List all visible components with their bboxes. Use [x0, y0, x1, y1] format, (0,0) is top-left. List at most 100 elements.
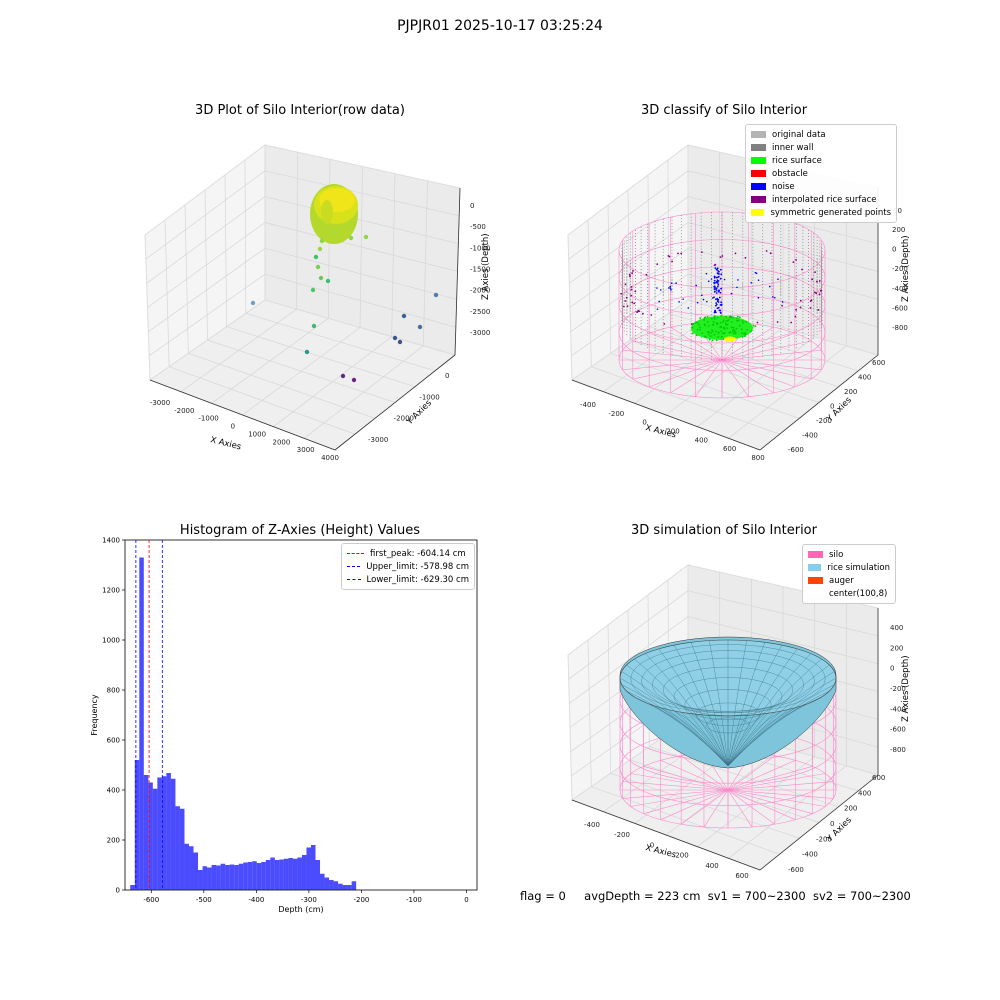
cls-z-tick-0: 200 — [892, 226, 905, 234]
raw-y-tick-3: -3000 — [368, 436, 388, 444]
histogram-bar-0 — [130, 885, 135, 890]
cls-x-tick-5: 600 — [723, 445, 736, 453]
histogram-bar-2 — [139, 557, 144, 890]
histogram-bar-33 — [279, 859, 284, 890]
histogram-bar-20 — [220, 863, 226, 890]
figure-title: PJPJR01 2025-10-17 03:25:24 — [397, 18, 603, 34]
classify-ylabel: Y Axies — [824, 395, 854, 425]
cls-y-tick-5: -400 — [802, 432, 818, 440]
raw-point-13 — [340, 373, 346, 379]
histogram-bar-45 — [333, 881, 339, 890]
simulation-ylabel: Y Axies — [824, 815, 854, 845]
classify-legend-item-6: symmetric generated points — [751, 206, 891, 219]
raw-x-tick-5: 2000 — [273, 438, 291, 446]
histogram-bar-36 — [292, 858, 298, 890]
classify-xlabel: X Axies — [644, 423, 677, 440]
histogram-bar-46 — [338, 883, 343, 890]
histogram-legend-line-2 — [347, 579, 361, 580]
simulation-legend-label-1: rice simulation — [827, 562, 890, 573]
histogram-bar-31 — [270, 857, 275, 890]
sim-y-tick-3: 0 — [830, 820, 834, 828]
cls-y-tick-4: -200 — [816, 417, 832, 425]
histogram-legend-line-0 — [347, 553, 364, 554]
raw-z-tick-2: -1000 — [470, 244, 490, 252]
histogram-bar-41 — [315, 860, 321, 890]
classify-legend-item-1: inner wall — [751, 141, 891, 154]
classify-legend: original data inner wall rice surface obsta… — [745, 124, 897, 223]
classify-stray-tick: 00 — [893, 207, 902, 215]
classify-legend-label-0: original data — [772, 129, 826, 140]
cls-y-tick-3: 0 — [830, 403, 834, 411]
raw-point-19 — [318, 275, 324, 281]
sim-z-tick-1: 200 — [890, 644, 903, 652]
raw-point-5 — [311, 323, 317, 329]
histogram-legend: first_peak: -604.14 cm Upper_limit: -578.… — [341, 543, 475, 590]
histogram-bar-39 — [306, 847, 311, 890]
cls-y-tick-2: 200 — [844, 388, 857, 396]
histogram-bar-7 — [161, 776, 167, 890]
classify-legend-label-1: inner wall — [772, 142, 814, 153]
simulation-xlabel: X Axies — [644, 843, 677, 860]
raw-x-tick-7: 4000 — [321, 454, 339, 460]
histogram-ytick-label-1: 200 — [107, 837, 120, 845]
histogram-ytick-label-2: 400 — [107, 787, 120, 795]
classify-legend-swatch-5 — [751, 196, 766, 203]
cls-x-tick-6: 800 — [751, 454, 764, 460]
raw-point-2 — [317, 246, 323, 252]
raw-point-15 — [363, 234, 369, 240]
simulation-legend-item-3: center(100,8) — [808, 587, 890, 600]
histogram-bar-4 — [148, 782, 153, 890]
raw-point-9 — [401, 313, 407, 319]
raw-zlabel: Z Axies (Depth) — [481, 233, 491, 300]
simulation-legend-label-2: auger — [829, 575, 854, 586]
raw-point-7 — [250, 300, 256, 306]
classify-plot-title: 3D classify of Silo Interior — [640, 103, 808, 118]
sim-y-tick-1: 400 — [858, 789, 871, 797]
classify-legend-item-2: rice surface — [751, 154, 891, 167]
histogram-legend-item-0: first_peak: -604.14 cm — [347, 547, 469, 560]
raw-point-4 — [325, 278, 331, 284]
classify-zlabel: Z Axies (Depth) — [901, 235, 910, 302]
histogram-bar-28 — [256, 863, 262, 890]
status-avg-depth: avgDepth = 223 cm — [584, 889, 701, 903]
sim-z-tick-4: -400 — [890, 705, 906, 713]
histogram-bar-17 — [207, 867, 212, 890]
cls-x-tick-3: 200 — [666, 428, 679, 436]
cls-y-tick-6: -600 — [788, 446, 804, 454]
cls-y-tick-1: 400 — [858, 374, 871, 382]
sim-x-tick-0: -400 — [584, 821, 600, 829]
cls-z-tick-5: -800 — [892, 324, 908, 332]
classify-legend-label-5: interpolated rice surface — [772, 194, 877, 205]
histogram-bar-9 — [170, 778, 176, 890]
histogram-legend-item-2: Lower_limit: -629.30 cm — [347, 573, 469, 586]
raw-z-tick-3: -1500 — [470, 266, 490, 274]
raw-y-tick-0: 0 — [445, 372, 449, 380]
histogram-legend-label-0: first_peak: -604.14 cm — [370, 548, 466, 559]
simulation-legend: silo rice simulation auger center(100,8) — [802, 544, 896, 604]
histogram-bar-10 — [175, 806, 180, 890]
raw-x-tick-1: -2000 — [174, 407, 194, 415]
histogram-legend-line-1 — [347, 566, 361, 567]
raw-ylabel: Y Axies — [404, 398, 434, 428]
histogram-xtick-label-0: -600 — [143, 896, 159, 904]
cls-x-tick-2: 0 — [642, 419, 646, 427]
histogram-bar-48 — [347, 885, 352, 890]
histogram-bar-25 — [243, 862, 248, 890]
cls-x-tick-1: -200 — [608, 410, 624, 418]
sim-z-tick-5: -600 — [890, 726, 906, 734]
histogram-bar-43 — [324, 877, 330, 890]
sim-x-tick-5: 600 — [735, 872, 748, 880]
histogram-xtick-label-3: -300 — [301, 896, 317, 904]
classify-legend-swatch-6 — [751, 209, 765, 216]
histogram-bar-15 — [198, 870, 203, 890]
histogram-bar-5 — [152, 788, 158, 890]
histogram-bar-42 — [320, 873, 325, 890]
classify-legend-label-3: obstacle — [772, 168, 808, 179]
raw-z-tick-0: 0 — [470, 202, 474, 210]
histogram-bar-29 — [261, 862, 266, 890]
cls-z-tick-1: 0 — [892, 246, 896, 254]
sim-y-tick-2: 200 — [844, 805, 857, 813]
sim-x-tick-4: 400 — [705, 862, 718, 870]
